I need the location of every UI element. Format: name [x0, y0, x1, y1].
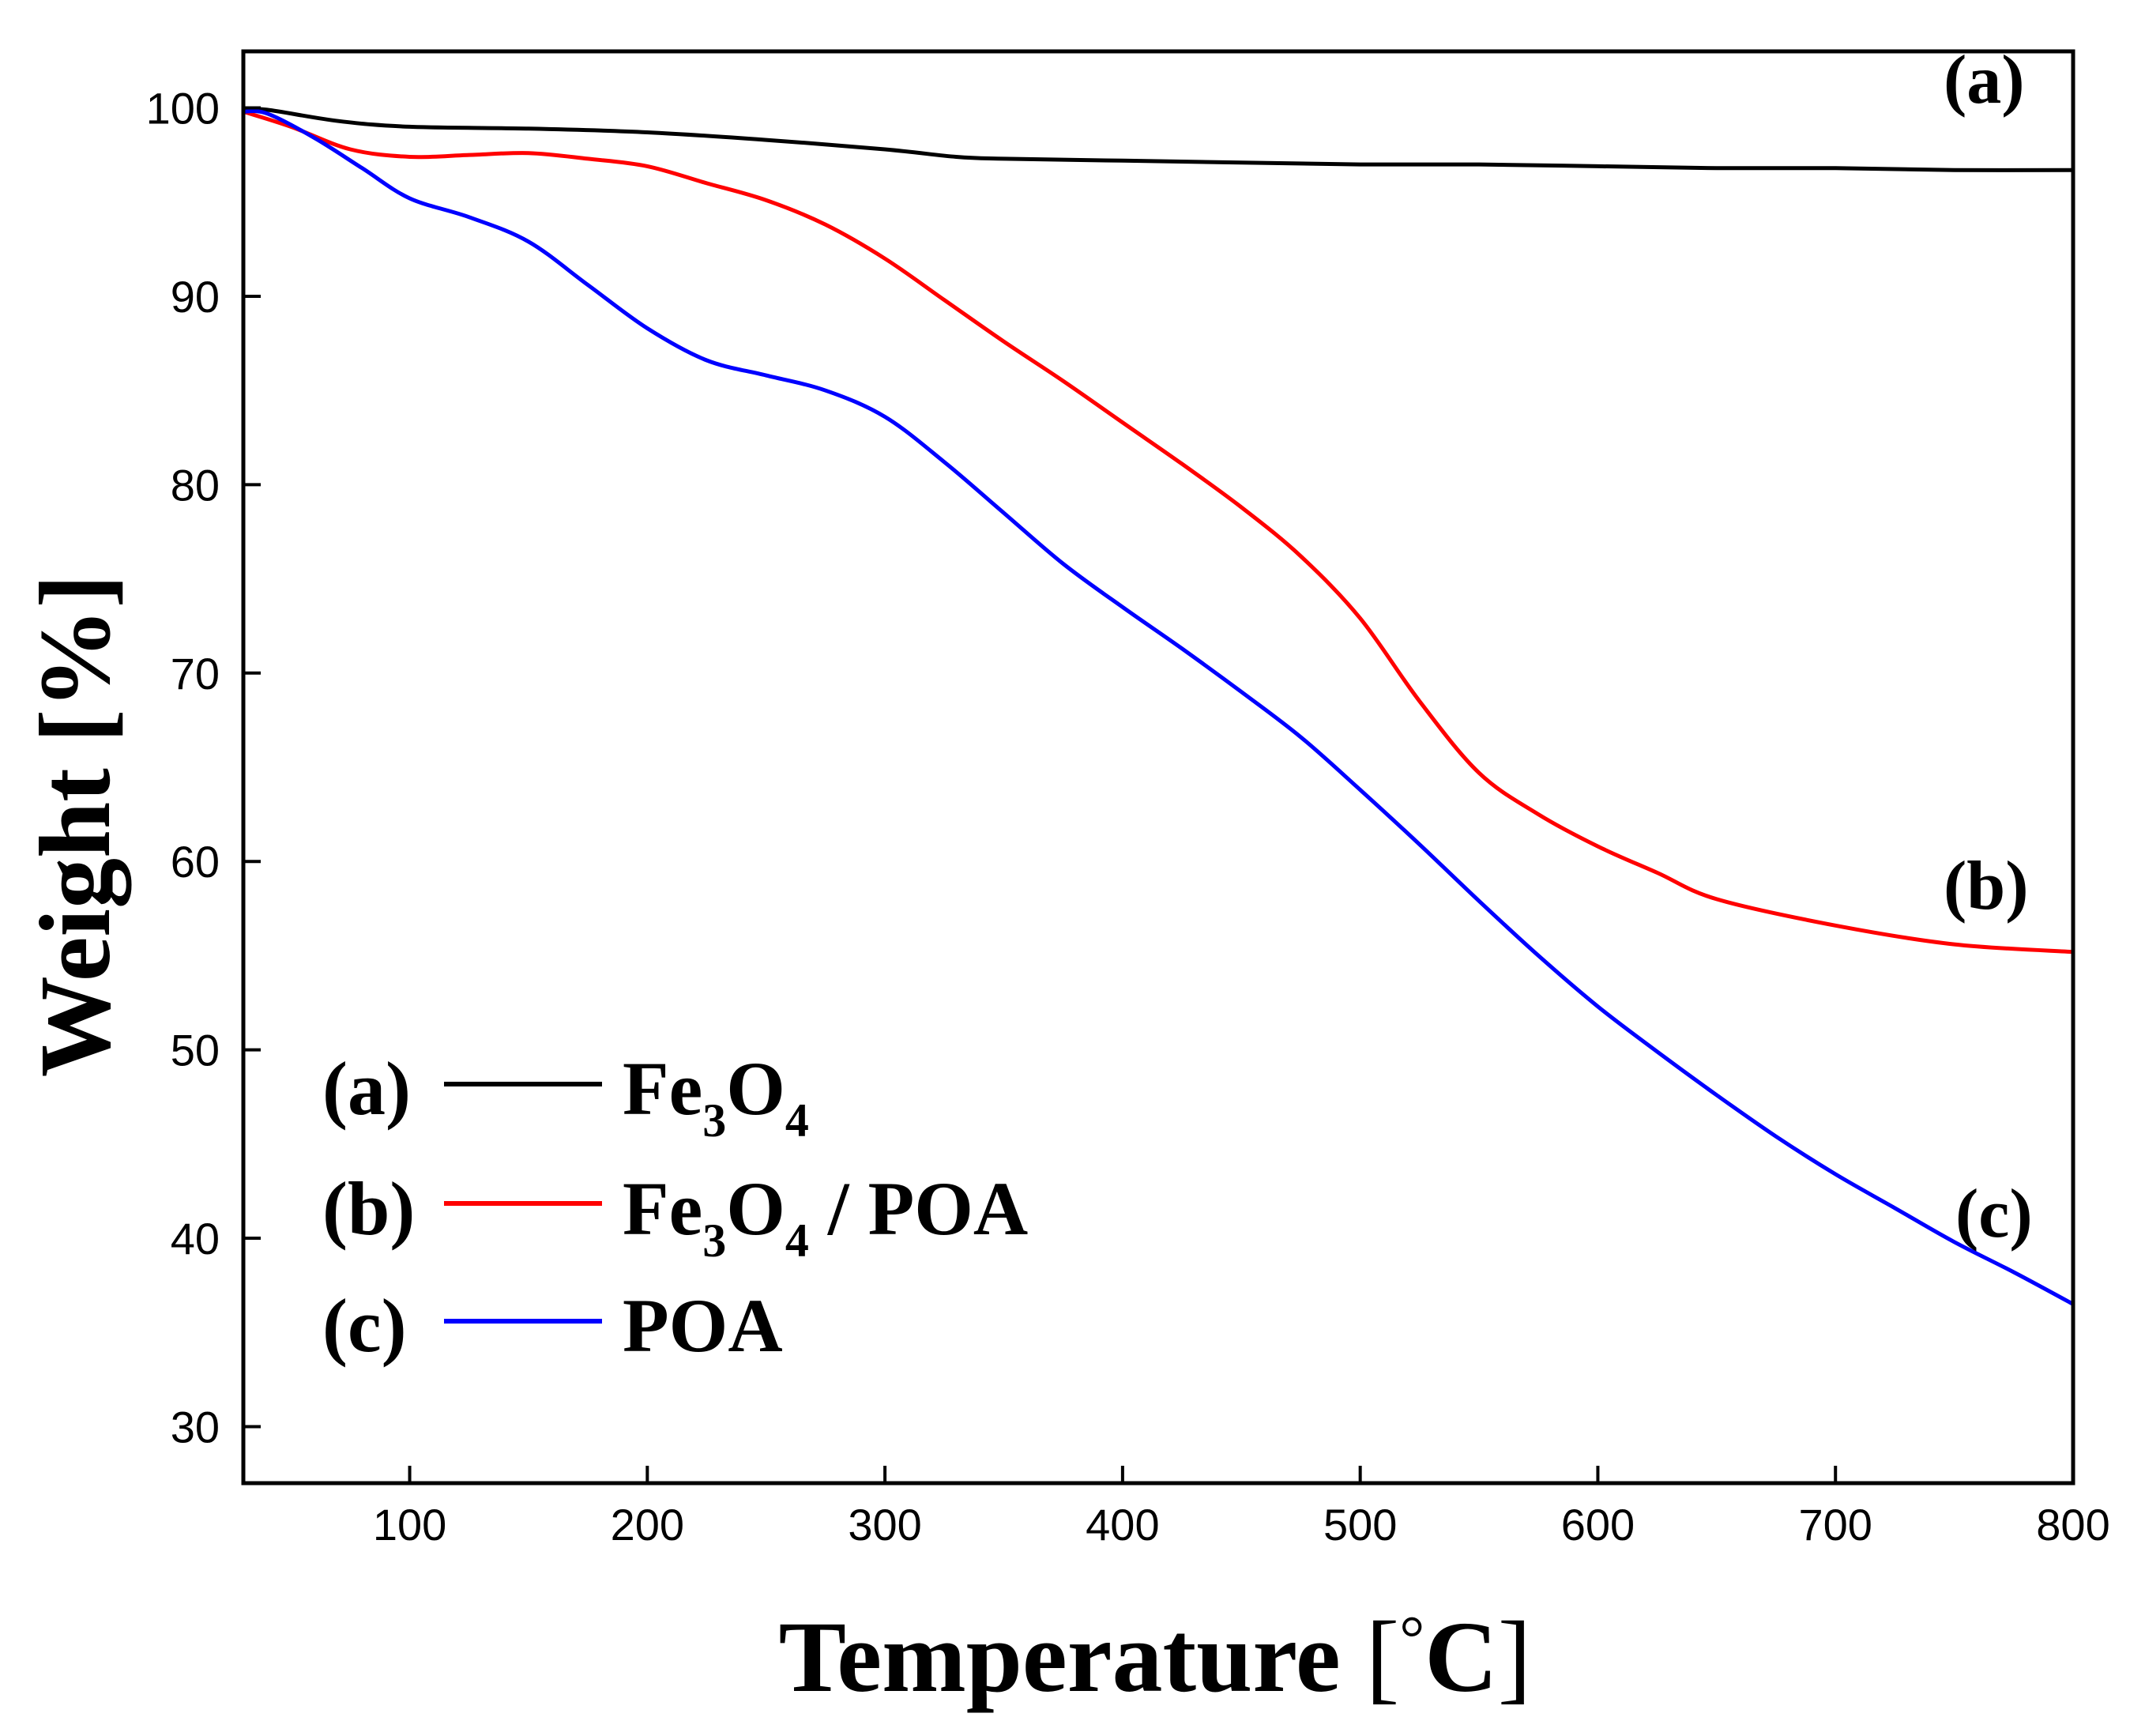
y-tick-label: 50: [171, 1026, 220, 1075]
y-tick-label: 30: [171, 1402, 220, 1452]
y-tick-label: 70: [171, 649, 220, 699]
legend-tag-c: (c): [322, 1283, 407, 1368]
axis-ticks-group: 100 200 300 400 500 600 700 800 30 40 50 60 70 80 90 10…: [146, 84, 2110, 1550]
data-series-group: [243, 107, 2075, 1306]
legend: (a) Fe3O4 (b) Fe3O4 / POA (c) POA: [322, 1046, 1028, 1368]
y-tick-label: 40: [171, 1214, 220, 1263]
x-axis-title-space: [1341, 1601, 1366, 1713]
x-tick-label: 500: [1323, 1500, 1397, 1550]
curve-label-b: (b): [1944, 848, 2029, 924]
legend-label-a: Fe3O4: [623, 1046, 809, 1147]
x-axis-title-main: Temperature: [779, 1601, 1341, 1713]
x-axis-title-celsius: C: [1424, 1601, 1497, 1713]
y-axis-title: Weight [%]: [19, 574, 131, 1077]
legend-label-a-sub4: 4: [785, 1094, 809, 1147]
y-tick-label: 90: [171, 272, 220, 322]
x-tick-label: 200: [611, 1500, 684, 1550]
x-axis-title-bracket-open: [: [1366, 1601, 1400, 1713]
legend-label-b-o: O: [726, 1166, 785, 1251]
legend-label-a-o: O: [726, 1046, 785, 1131]
x-tick-label: 800: [2036, 1500, 2109, 1550]
series-line-b: [243, 109, 2074, 955]
x-axis-title-degree: °: [1399, 1604, 1424, 1674]
legend-label-b-sub3: 3: [702, 1214, 726, 1267]
legend-label-a-sub3: 3: [702, 1094, 726, 1147]
legend-label-b-rest: / POA: [809, 1166, 1028, 1251]
legend-tag-a: (a): [322, 1046, 411, 1131]
legend-entry-b: (b) Fe3O4 / POA: [322, 1166, 1028, 1267]
x-tick-label: 100: [373, 1500, 446, 1550]
legend-label-b: Fe3O4 / POA: [623, 1166, 1028, 1267]
plot-frame: [241, 49, 2075, 1486]
x-tick-label: 700: [1799, 1500, 1872, 1550]
x-tick-label: 400: [1086, 1500, 1159, 1550]
series-line-c: [243, 109, 2075, 1306]
y-tick-label: 80: [171, 460, 220, 510]
legend-tag-b: (b): [322, 1166, 415, 1251]
legend-label-a-fe: Fe: [623, 1046, 702, 1131]
y-tick-label: 60: [171, 837, 220, 887]
legend-entry-a: (a) Fe3O4: [322, 1046, 809, 1147]
legend-label-b-sub4: 4: [785, 1214, 809, 1267]
x-tick-label: 600: [1561, 1500, 1635, 1550]
curve-label-a: (a): [1944, 42, 2025, 119]
x-tick-label: 300: [848, 1500, 921, 1550]
x-axis-title: Temperature [°C]: [779, 1601, 1532, 1713]
legend-label-c: POA: [623, 1283, 783, 1368]
series-line-a: [243, 107, 2074, 172]
legend-entry-c: (c) POA: [322, 1283, 783, 1368]
x-axis-title-bracket-close: ]: [1498, 1601, 1532, 1713]
curve-label-c: (c): [1955, 1176, 2033, 1252]
legend-label-b-fe: Fe: [623, 1166, 702, 1251]
y-tick-label: 100: [146, 84, 220, 134]
